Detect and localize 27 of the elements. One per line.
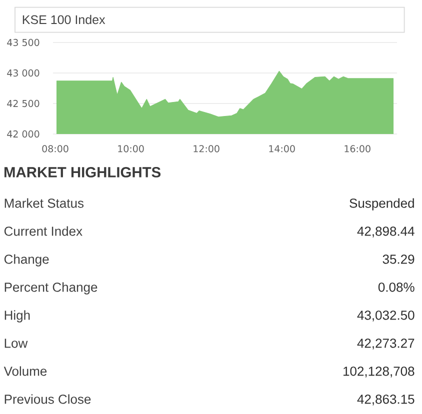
- text: 43,032.50: [357, 310, 414, 322]
- text: 0.08%: [378, 282, 414, 292]
- text: Volume: [4, 366, 47, 376]
- text: High: [4, 310, 30, 322]
- text: 42,898.44: [357, 226, 414, 238]
- text: 35.29: [382, 254, 414, 264]
- text: Market Status: [4, 198, 84, 208]
- x-tick-label: 12:00: [194, 145, 220, 152]
- text: Current Index: [4, 226, 82, 236]
- text: Previous Close: [4, 394, 91, 404]
- x-tick-label: 08:00: [42, 145, 68, 152]
- text: Change: [4, 254, 49, 266]
- y-tick-label: 43 000: [7, 69, 40, 77]
- text: 42,863.15: [357, 394, 414, 406]
- text: 42,273.27: [357, 338, 414, 350]
- x-tick-label: 14:00: [269, 145, 295, 152]
- text: Low: [4, 338, 28, 348]
- text: Percent Change: [4, 282, 98, 294]
- y-tick-label: 43 500: [7, 38, 40, 46]
- text: Suspended: [350, 198, 414, 210]
- text: 102,128,708: [344, 366, 414, 378]
- chart-title: KSE 100 Index: [22, 14, 106, 24]
- x-tick-label: 16:00: [344, 145, 370, 152]
- text: MARKET HIGHLIGHTS: [4, 167, 161, 178]
- x-tick-label: 10:00: [118, 145, 144, 152]
- y-tick-label: 42 500: [7, 100, 40, 108]
- y-tick-label: 42 000: [7, 130, 40, 138]
